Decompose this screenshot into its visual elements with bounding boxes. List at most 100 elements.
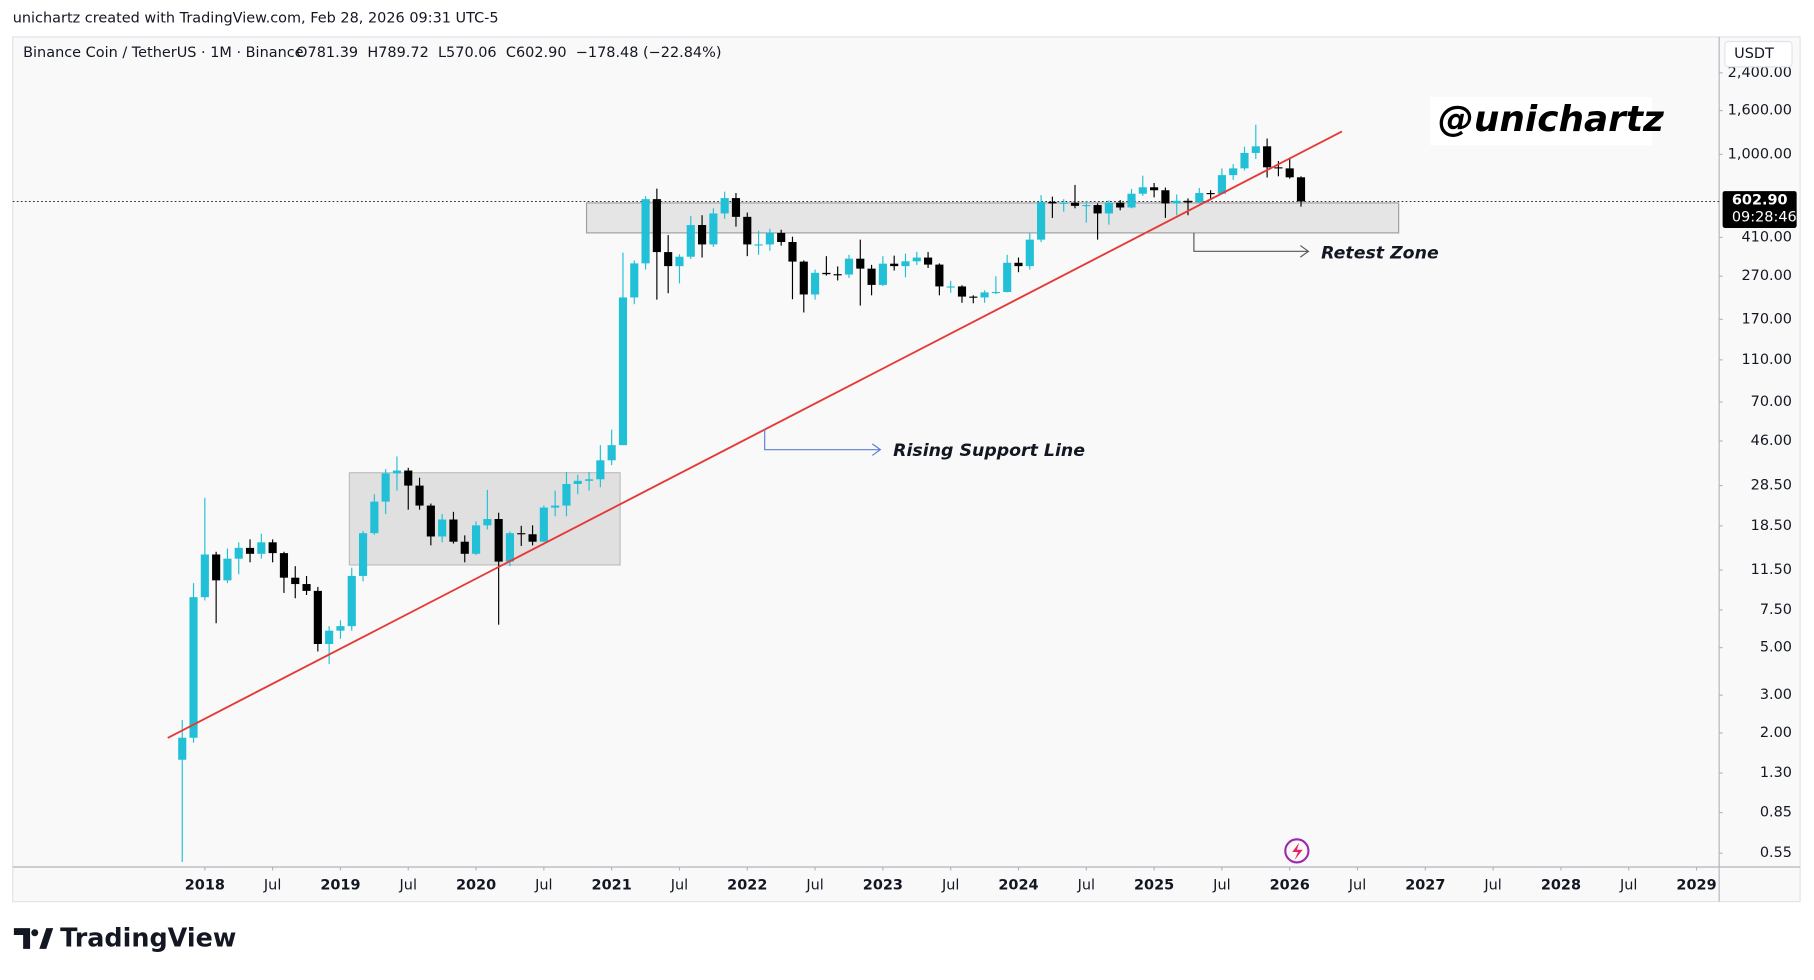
y-tick-label: 1.30 — [1760, 765, 1792, 781]
candle-body — [641, 199, 650, 264]
candle-body — [754, 244, 763, 246]
candle-body — [675, 256, 684, 267]
x-tick-label: 2024 — [998, 877, 1038, 893]
candle-body — [969, 296, 978, 298]
ohlc-value: −178.48 (−22.84%) — [576, 45, 722, 61]
candle-body — [1263, 146, 1272, 168]
y-tick-label: 110.00 — [1741, 352, 1792, 368]
candle-body — [720, 198, 729, 214]
candle-body — [856, 258, 865, 269]
ohlc-value: H789.72 — [367, 45, 428, 61]
candle-body — [1104, 202, 1113, 214]
candle-body — [686, 225, 695, 257]
candle-body — [189, 597, 198, 738]
candle-body — [505, 533, 515, 562]
candle-body — [799, 261, 808, 295]
candle-body — [1070, 202, 1080, 206]
candle-body — [212, 554, 221, 581]
y-tick-label: 28.50 — [1751, 478, 1792, 494]
y-tick-label: 0.55 — [1760, 845, 1792, 861]
candle-body — [596, 460, 605, 480]
retest-box — [585, 202, 1400, 234]
candle-body — [1251, 146, 1260, 153]
range-box — [348, 472, 621, 566]
candle-body — [957, 286, 967, 297]
candle-body — [562, 483, 571, 506]
candle-body — [833, 274, 842, 276]
candle-body — [765, 232, 774, 245]
y-tick-label: 2.00 — [1760, 725, 1792, 741]
symbol: Binance Coin / TetherUS · 1M · Binance — [23, 45, 304, 61]
candles — [178, 124, 1306, 863]
candle-body — [709, 213, 718, 245]
x-tick-label: 2026 — [1270, 877, 1310, 893]
y-tick-label: 170.00 — [1741, 311, 1792, 327]
y-tick-label: 1,000.00 — [1728, 146, 1792, 162]
candle-body — [1037, 201, 1046, 240]
x-tick-label: Jul — [1348, 877, 1366, 893]
x-tick-label: Jul — [263, 877, 281, 893]
x-tick-label: 2020 — [456, 877, 496, 893]
y-tick-label: 7.50 — [1760, 602, 1792, 618]
ohlc-value: O781.39 — [296, 45, 358, 61]
candle-body — [743, 216, 752, 245]
candle-body — [788, 242, 797, 262]
candle-body — [1183, 200, 1193, 203]
candle-body — [991, 291, 1000, 294]
candle-body — [471, 525, 481, 554]
y-tick-label: 1,600.00 — [1728, 103, 1792, 119]
candle-body — [291, 577, 300, 585]
lightning-icon[interactable] — [1284, 838, 1310, 864]
y-tick-label: 70.00 — [1751, 394, 1792, 410]
candle-body — [664, 252, 673, 267]
candle-body — [336, 626, 345, 631]
candle-body — [347, 575, 356, 627]
candle-body — [777, 232, 786, 243]
candle-body — [1082, 205, 1091, 207]
candle-body — [1127, 193, 1136, 208]
candle-body — [890, 263, 899, 267]
candle-body — [392, 470, 402, 474]
candle-body — [1285, 168, 1294, 178]
candle-body — [844, 258, 854, 275]
candle-body — [1274, 167, 1283, 169]
x-tick-label: Jul — [805, 877, 823, 893]
y-tick-label: 0.85 — [1760, 805, 1792, 821]
currency-box[interactable] — [1724, 40, 1793, 68]
overlay: Rising Support Line Retest Zone @unichar… — [167, 96, 1664, 864]
x-tick-label: Jul — [670, 877, 688, 893]
candle-body — [381, 473, 390, 502]
candle-body — [980, 292, 989, 298]
x-tick-label: 2018 — [185, 877, 225, 893]
y-tick-label: 3.00 — [1760, 687, 1792, 703]
x-tick-label: Jul — [1619, 877, 1637, 893]
candle-body — [1150, 187, 1159, 191]
retest-arrow — [1193, 232, 1310, 258]
candle-body — [1296, 177, 1306, 202]
candle-body — [698, 225, 707, 245]
x-tick-label: Jul — [399, 877, 417, 893]
ohlc-value: L570.06 — [438, 45, 497, 61]
candle-body — [1116, 202, 1125, 208]
candle-body — [517, 533, 526, 535]
x-tick-label: 2021 — [592, 877, 632, 893]
candle-body — [822, 272, 831, 275]
y-tick-label: 2,400.00 — [1728, 65, 1792, 81]
candle-body — [912, 257, 921, 262]
y-tick-label: 410.00 — [1741, 229, 1792, 245]
last-price-label: 602.90 — [1732, 192, 1788, 208]
candle-body — [200, 554, 209, 598]
candle-body — [878, 263, 887, 285]
candle-body — [731, 198, 741, 217]
candle-body — [1059, 202, 1068, 204]
y-tick-label: 46.00 — [1751, 433, 1792, 449]
candle-body — [1025, 239, 1034, 267]
candle-body — [630, 263, 639, 298]
x-tick-label: Jul — [1077, 877, 1095, 893]
candle-body — [302, 584, 311, 591]
candle-body — [426, 505, 435, 537]
x-tick-label: Jul — [1483, 877, 1501, 893]
candle-body — [1195, 193, 1204, 203]
x-tick-label: 2027 — [1405, 877, 1445, 893]
